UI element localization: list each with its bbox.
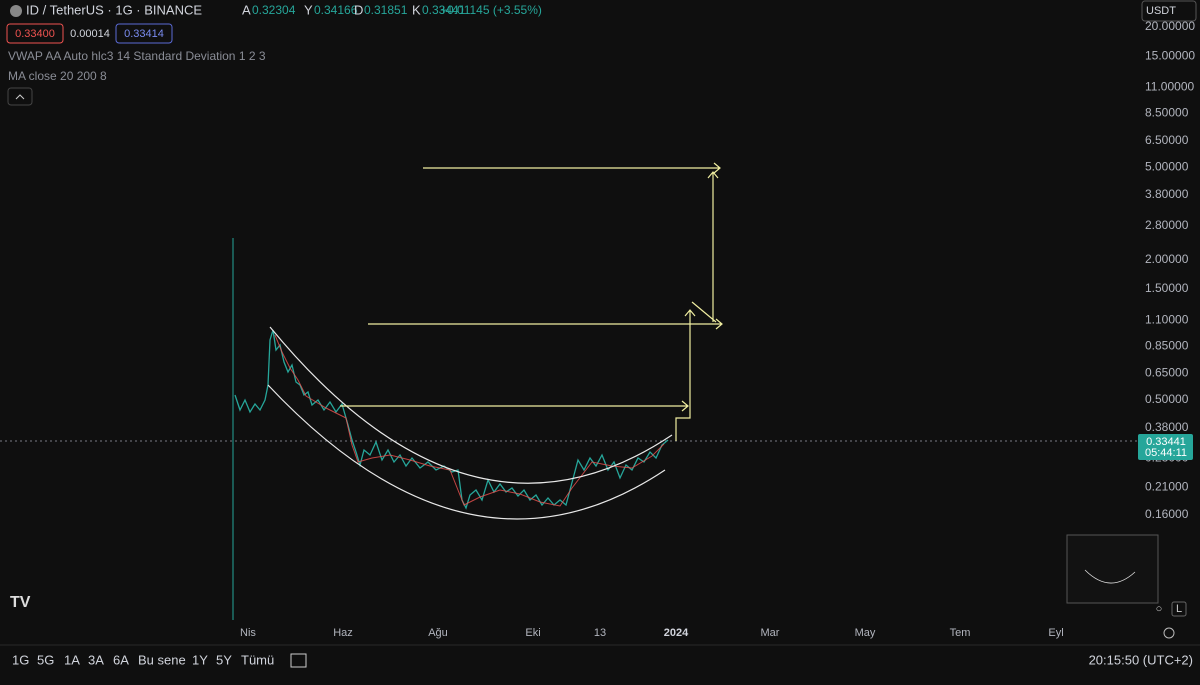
collapse-button[interactable] [7,87,33,106]
scale-button[interactable]: ○ [1156,603,1163,615]
price-tick-label: 2.00000 [1145,252,1189,266]
range-button[interactable]: Tümü [241,652,274,667]
minimap [1066,534,1159,604]
ohlc-value: 0.31851 [364,3,408,17]
price-tick-label: 0.65000 [1145,366,1189,380]
price-tick-label: 3.80000 [1145,187,1189,201]
ohlc-value: 0.32304 [252,3,296,17]
price-tick-label: 0.16000 [1145,507,1189,521]
price-tick-label: 15.00000 [1145,48,1195,62]
price-tick-label: 0.21000 [1145,480,1189,494]
price-tick-label: 1.50000 [1145,281,1189,295]
time-tick-label: 13 [594,627,606,639]
range-button[interactable]: 5G [37,652,54,667]
buy-price: 0.33414 [124,28,164,40]
collapse-icon [15,94,25,100]
time-tick-label: Eki [525,627,540,639]
range-button[interactable]: 6A [113,652,129,667]
range-button[interactable]: 1G [12,652,29,667]
time-tick-label: Eyl [1048,627,1063,639]
buy-box[interactable] [115,23,173,44]
range-button[interactable]: 1A [64,652,80,667]
range-button[interactable]: 3A [88,652,104,667]
ohlc-label: D [354,2,363,17]
countdown: 05:44:11 [1145,447,1187,459]
price-tick-label: 8.50000 [1145,106,1189,120]
price-tick-label: 20.00000 [1145,19,1195,33]
symbol: ID / TetherUS · 1G · BINANCE [26,2,202,17]
minimap-curve [1084,569,1136,584]
ohlc-value: 0.33441 [422,3,466,17]
range-button[interactable]: 1Y [192,652,208,667]
time-tick-label: Ağu [428,627,448,639]
price-tick-label: 0.38000 [1145,420,1189,434]
tv-logo: TV [10,594,31,611]
range-button[interactable]: 5Y [216,652,232,667]
indicator: MA close 20 200 8 [8,69,107,83]
symbol-icon [10,5,22,17]
range-button[interactable]: Bu sene [138,652,186,667]
last-price-label [1138,434,1193,460]
ohlc-label: A [242,2,251,17]
price-tick-label: 0.50000 [1145,392,1189,406]
sell-price: 0.33400 [15,28,55,40]
time-tick-label: Tem [950,627,971,639]
settings-icon[interactable] [1163,627,1175,639]
ohlc-label: K [412,2,421,17]
log-button-box[interactable] [1171,601,1187,617]
clock: 20:15:50 (UTC+2) [1089,652,1193,667]
price-tick-label: 5.00000 [1145,159,1189,173]
target-arrows [340,162,723,441]
price-tick-label: 0.85000 [1145,338,1189,352]
price-tick-label: 11.00000 [1145,80,1194,94]
last-price: 0.33441 [1146,436,1186,448]
price-tick-label: 6.50000 [1145,133,1189,147]
change: +0.01145 (+3.55%) [440,3,542,17]
price-tick-label: 1.10000 [1145,312,1189,326]
time-tick-label: May [855,627,876,639]
currency: USDT [1146,5,1176,17]
time-tick-label: Nis [240,627,256,639]
time-tick-label: Mar [761,627,780,639]
price-tick-label: 2.80000 [1145,218,1189,232]
spread: 0.00014 [70,28,110,40]
ohlc-label: Y [304,2,313,17]
price-candles-down [274,334,665,507]
cup-upper [269,326,673,484]
sell-box[interactable] [6,23,64,44]
calendar-icon[interactable] [290,653,307,668]
cup-lower [267,384,666,520]
log-button[interactable]: L [1176,603,1182,615]
time-tick-label: 2024 [664,627,689,639]
currency-select[interactable] [1141,0,1197,22]
ohlc-value: 0.34166 [314,3,358,17]
price-candles [234,329,669,510]
indicator: VWAP AA Auto hlc3 14 Standard Deviation … [8,49,266,63]
time-tick-label: Haz [333,627,353,639]
